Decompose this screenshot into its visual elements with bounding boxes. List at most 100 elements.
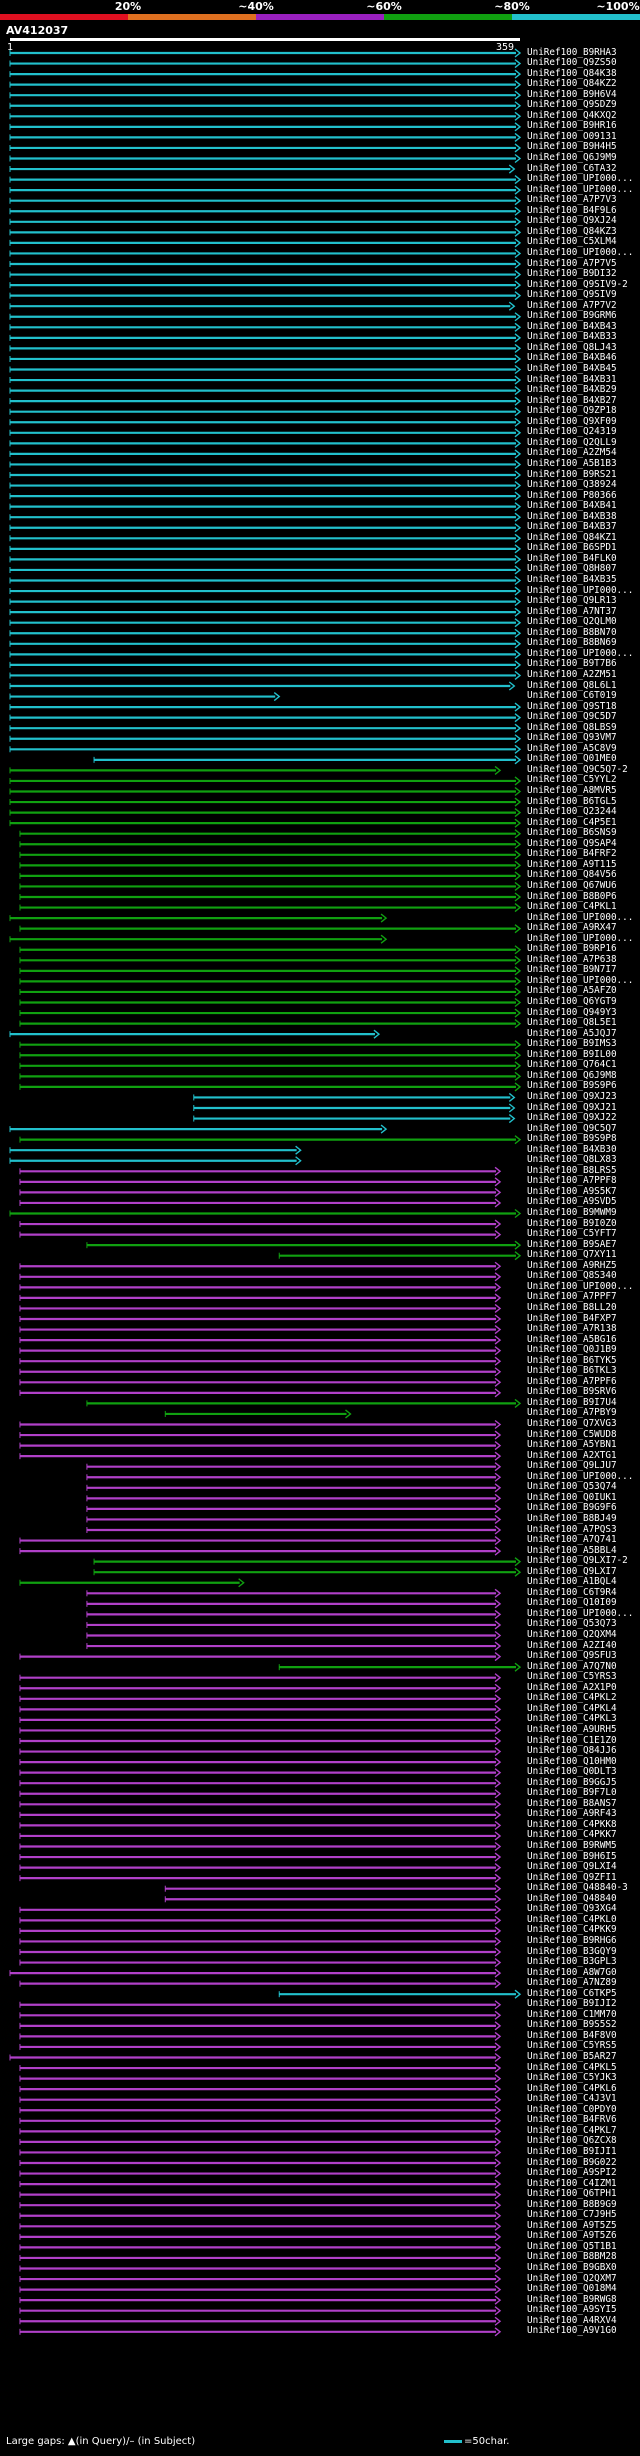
hit-row[interactable] <box>19 1008 522 1018</box>
hit-row[interactable] <box>86 1609 502 1619</box>
hit-row[interactable] <box>19 1441 502 1451</box>
hit-row[interactable] <box>9 481 522 491</box>
hit-label[interactable]: UniRef100_B9S9P6 <box>527 1080 617 1092</box>
hit-row[interactable] <box>19 1799 502 1809</box>
hit-label[interactable]: UniRef100_B9F7L0 <box>527 1787 617 1799</box>
hit-label[interactable]: UniRef100_B9GRM6 <box>527 310 617 322</box>
hit-row[interactable] <box>19 1704 502 1714</box>
hit-label[interactable]: UniRef100_B9H4H5 <box>527 141 617 153</box>
hit-label[interactable]: UniRef100_UPI000... <box>527 974 634 986</box>
hit-label[interactable]: UniRef100_A7NT37 <box>527 605 617 617</box>
hit-label[interactable]: UniRef100_Q2QXM7 <box>527 2272 617 2284</box>
hit-row[interactable] <box>19 1356 502 1366</box>
hit-label[interactable]: UniRef100_A5YBN1 <box>527 1439 617 1451</box>
hit-row[interactable] <box>19 1451 502 1461</box>
hit-row[interactable] <box>86 1398 522 1408</box>
hit-row[interactable] <box>19 1979 502 1989</box>
hit-row[interactable] <box>19 976 522 986</box>
hit-label[interactable]: UniRef100_C4J3V1 <box>527 2093 617 2105</box>
hit-row[interactable] <box>9 765 502 775</box>
hit-row[interactable] <box>19 1841 502 1852</box>
hit-label[interactable]: UniRef100_A9RF43 <box>527 1808 617 1820</box>
hit-label[interactable]: UniRef100_B9RWG8 <box>527 2293 617 2305</box>
hit-row[interactable] <box>19 881 522 891</box>
hit-label[interactable]: UniRef100_A9T5Z5 <box>527 2219 617 2231</box>
hit-label[interactable]: UniRef100_C4PKL7 <box>527 2124 617 2136</box>
hit-label[interactable]: UniRef100_A2ZM54 <box>527 447 617 459</box>
hit-row[interactable] <box>19 1177 502 1187</box>
hit-label[interactable]: UniRef100_C7J9H5 <box>527 2209 617 2221</box>
hit-label[interactable]: UniRef100_B9T7B6 <box>527 658 617 670</box>
hit-label[interactable]: UniRef100_Q6YGT9 <box>527 996 617 1007</box>
hit-label[interactable]: UniRef100_UPI000... <box>527 932 634 944</box>
hit-row[interactable] <box>19 2211 502 2221</box>
hit-label[interactable]: UniRef100_A9SYI5 <box>527 2304 617 2316</box>
hit-label[interactable]: UniRef100_UPI000... <box>527 647 634 659</box>
hit-row[interactable] <box>9 101 522 111</box>
hit-row[interactable] <box>9 502 522 512</box>
hit-label[interactable]: UniRef100_A5C8V9 <box>527 742 617 754</box>
hit-row[interactable] <box>9 470 522 480</box>
hit-row[interactable] <box>19 1947 502 1957</box>
hit-row[interactable] <box>193 1114 516 1124</box>
hit-row[interactable] <box>19 1388 502 1398</box>
hit-label[interactable]: UniRef100_Q53Q73 <box>527 1618 617 1630</box>
hit-label[interactable]: UniRef100_B9RHA3 <box>527 46 617 58</box>
hit-label[interactable]: UniRef100_A5JQJ7 <box>527 1027 617 1039</box>
hit-label[interactable]: UniRef100_C4P5E1 <box>527 816 617 828</box>
hit-label[interactable]: UniRef100_B6SNS9 <box>527 827 617 839</box>
hit-row[interactable] <box>19 1789 502 1799</box>
hit-row[interactable] <box>9 386 522 396</box>
hit-label[interactable]: UniRef100_B8B0P6 <box>527 890 617 902</box>
hit-label[interactable]: UniRef100_Q9LXI7-2 <box>527 1555 628 1567</box>
hit-label[interactable]: UniRef100_A7PBY9 <box>527 1407 617 1419</box>
hit-label[interactable]: UniRef100_UPI000... <box>527 584 634 596</box>
hit-row[interactable] <box>86 1462 502 1472</box>
hit-label[interactable]: UniRef100_B9IJI1 <box>527 2145 617 2157</box>
hit-label[interactable]: UniRef100_C4PKL2 <box>527 1692 617 1704</box>
hit-row[interactable] <box>19 1430 502 1440</box>
hit-row[interactable] <box>19 2063 502 2073</box>
hit-row[interactable] <box>19 2306 502 2316</box>
hit-label[interactable]: UniRef100_Q018M4 <box>527 2283 617 2295</box>
hit-row[interactable] <box>9 459 522 469</box>
hit-row[interactable] <box>19 1546 502 1556</box>
hit-label[interactable]: UniRef100_B9H6V4 <box>527 88 617 100</box>
hit-label[interactable]: UniRef100_Q9SFU3 <box>527 1650 617 1662</box>
hit-label[interactable]: UniRef100_A2XTG1 <box>527 1449 617 1461</box>
hit-row[interactable] <box>93 755 522 765</box>
hit-row[interactable] <box>19 2158 502 2168</box>
hit-row[interactable] <box>86 1641 502 1651</box>
hit-row[interactable] <box>9 607 522 617</box>
hit-label[interactable]: UniRef100_Q9SIV9 <box>527 289 617 301</box>
hit-label[interactable]: UniRef100_B8BJ49 <box>527 1512 617 1524</box>
hit-row[interactable] <box>86 1504 502 1514</box>
hit-label[interactable]: UniRef100_Q8LX83 <box>527 1154 617 1166</box>
hit-label[interactable]: UniRef100_B8LRS5 <box>527 1164 617 1176</box>
hit-label[interactable]: UniRef100_UPI000... <box>527 173 634 185</box>
hit-label[interactable]: UniRef100_Q9C5D7 <box>527 711 617 723</box>
hit-row[interactable] <box>19 1230 502 1240</box>
hit-row[interactable] <box>19 1958 502 1968</box>
hit-row[interactable] <box>19 860 522 870</box>
hit-row[interactable] <box>9 270 522 280</box>
hit-row[interactable] <box>19 1135 522 1145</box>
hit-label[interactable]: UniRef100_C5YJK3 <box>527 2072 617 2084</box>
hit-label[interactable]: UniRef100_C5YFT7 <box>527 1228 617 1240</box>
hit-row[interactable] <box>19 1715 502 1725</box>
hit-row[interactable] <box>19 2042 502 2052</box>
hit-label[interactable]: UniRef100_Q9C5Q7 <box>527 1122 617 1134</box>
hit-label[interactable]: UniRef100_Q8LJ43 <box>527 341 617 353</box>
hit-label[interactable]: UniRef100_A2X1P0 <box>527 1681 617 1693</box>
hit-row[interactable] <box>9 364 522 375</box>
hit-row[interactable] <box>19 945 522 955</box>
hit-row[interactable] <box>9 164 516 174</box>
hit-row[interactable] <box>9 533 522 543</box>
hit-label[interactable]: UniRef100_C4PKK9 <box>527 1924 617 1936</box>
hit-label[interactable]: UniRef100_C4IZM1 <box>527 2177 617 2189</box>
hit-label[interactable]: UniRef100_UPI000... <box>527 1607 634 1619</box>
hit-row[interactable] <box>193 1103 516 1113</box>
hit-label[interactable]: UniRef100_B9H6I5 <box>527 1850 617 1862</box>
hit-row[interactable] <box>19 1694 502 1704</box>
hit-label[interactable]: UniRef100_Q10I09 <box>527 1597 617 1609</box>
